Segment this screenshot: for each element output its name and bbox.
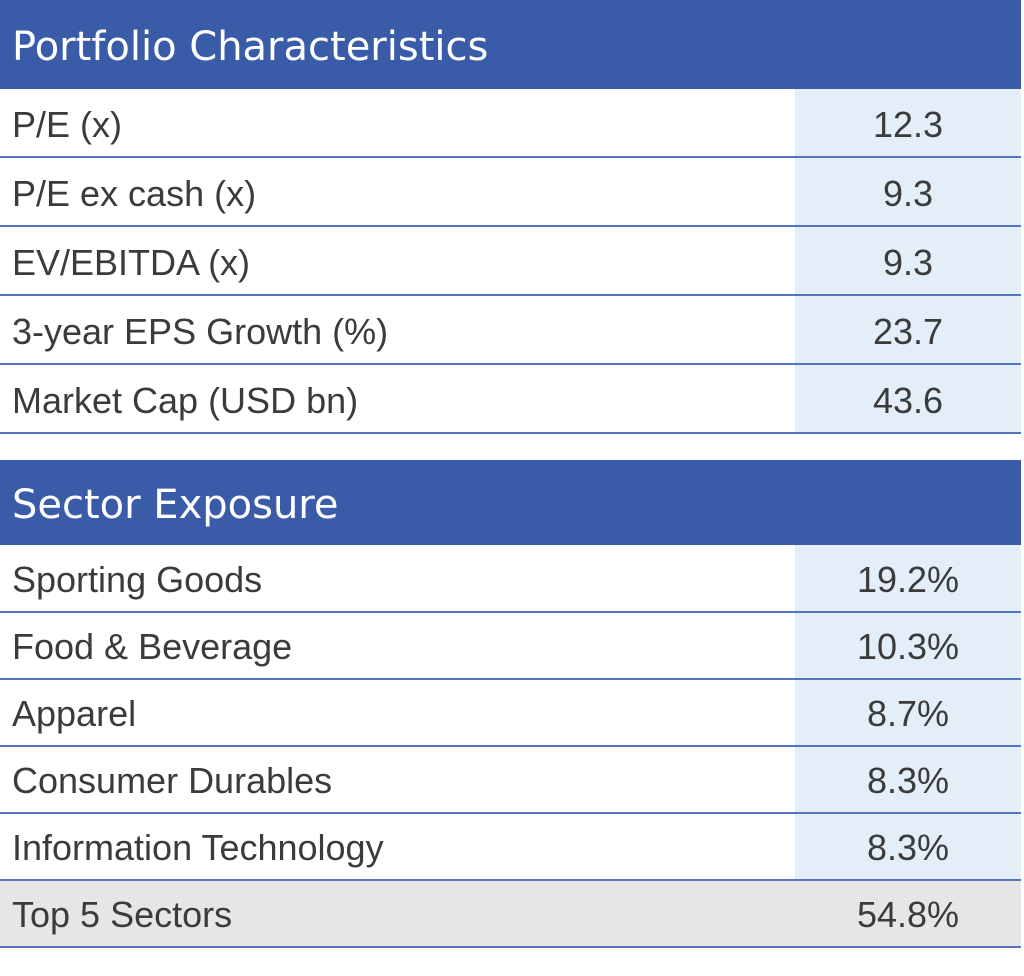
- table-row: Consumer Durables 8.3%: [0, 747, 1021, 814]
- row-label: 3-year EPS Growth (%): [12, 311, 389, 352]
- row-value: 9.3: [795, 158, 1021, 225]
- total-row: Top 5 Sectors 54.8%: [0, 881, 1021, 948]
- row-value: 19.2%: [795, 545, 1021, 611]
- row-label: P/E ex cash (x): [12, 173, 257, 214]
- table-row: 3-year EPS Growth (%) 23.7: [0, 296, 1021, 365]
- portfolio-characteristics-table: P/E (x) 12.3 P/E ex cash (x) 9.3 EV/EBIT…: [0, 89, 1021, 434]
- row-value: 8.3%: [795, 747, 1021, 812]
- row-value: 43.6: [795, 365, 1021, 432]
- total-label: Top 5 Sectors: [12, 894, 233, 935]
- row-value: 8.3%: [795, 814, 1021, 879]
- row-label: Consumer Durables: [12, 760, 333, 801]
- table-row: Information Technology 8.3%: [0, 814, 1021, 881]
- row-value: 10.3%: [795, 613, 1021, 678]
- table-row: Market Cap (USD bn) 43.6: [0, 365, 1021, 434]
- row-label: Market Cap (USD bn): [12, 380, 359, 421]
- table-row: Food & Beverage 10.3%: [0, 613, 1021, 680]
- row-label: Information Technology: [12, 827, 384, 868]
- row-value: 9.3: [795, 227, 1021, 294]
- portfolio-characteristics-header: Portfolio Characteristics: [0, 0, 1021, 89]
- table-row: Apparel 8.7%: [0, 680, 1021, 747]
- row-label: Apparel: [12, 693, 137, 734]
- row-value: 12.3: [795, 89, 1021, 156]
- row-value: 23.7: [795, 296, 1021, 363]
- sector-exposure-table: Sporting Goods 19.2% Food & Beverage 10.…: [0, 545, 1021, 948]
- row-value: 8.7%: [795, 680, 1021, 745]
- row-label: Food & Beverage: [12, 626, 293, 667]
- sector-exposure-title: Sector Exposure: [12, 481, 339, 528]
- table-row: P/E ex cash (x) 9.3: [0, 158, 1021, 227]
- table-row: P/E (x) 12.3: [0, 89, 1021, 158]
- row-label: EV/EBITDA (x): [12, 242, 251, 283]
- sector-exposure-header: Sector Exposure: [0, 460, 1021, 545]
- row-label: P/E (x): [12, 104, 123, 145]
- portfolio-characteristics-title: Portfolio Characteristics: [12, 23, 489, 70]
- table-row: Sporting Goods 19.2%: [0, 545, 1021, 613]
- table-row: EV/EBITDA (x) 9.3: [0, 227, 1021, 296]
- total-value: 54.8%: [795, 881, 1021, 946]
- row-label: Sporting Goods: [12, 559, 263, 600]
